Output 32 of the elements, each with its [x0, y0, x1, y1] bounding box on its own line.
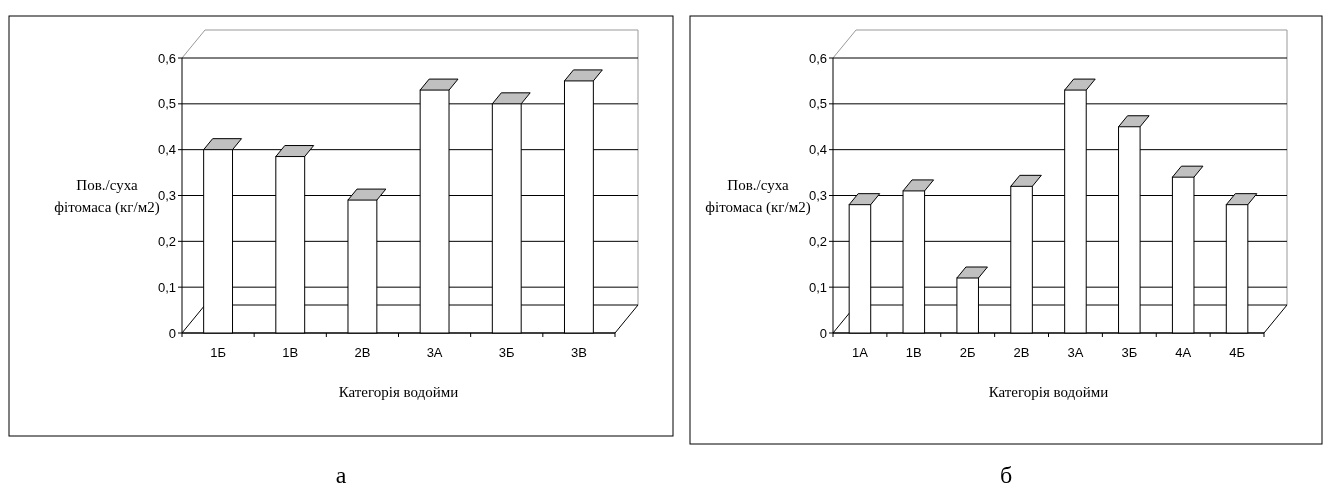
- x-tick-label: 2В: [1013, 345, 1030, 360]
- x-tick-label: 4А: [1175, 345, 1192, 360]
- x-tick-label: 2В: [354, 345, 371, 360]
- x-tick-label: 3Б: [498, 345, 515, 360]
- x-tick-label: 3В: [570, 345, 587, 360]
- x-tick-label: 2Б: [959, 345, 976, 360]
- x-axis-title: Категорія водойми: [988, 384, 1109, 400]
- y-tick-label: 0,5: [157, 96, 176, 112]
- y-tick-label: 0,6: [157, 50, 176, 66]
- y-tick-label: 0: [819, 325, 827, 341]
- x-tick-label: 1В: [282, 345, 299, 360]
- y-tick-label: 0,3: [157, 188, 176, 204]
- y-tick-label: 0,1: [157, 279, 176, 295]
- x-tick-label: 3А: [426, 345, 443, 360]
- x-tick-label: 3А: [1067, 345, 1084, 360]
- text: б: [999, 462, 1013, 488]
- y-tick-label: 0,5: [808, 96, 827, 112]
- x-tick-label: 3Б: [1121, 345, 1138, 360]
- x-tick-label: 1В: [905, 345, 922, 360]
- y-tick-label: 0,2: [808, 233, 827, 249]
- x-tick-label: 1Б: [210, 345, 226, 360]
- x-axis-title: Категорія водойми: [338, 384, 459, 400]
- y-tick-label: 0,3: [808, 188, 827, 204]
- y-tick-label: 0,4: [808, 142, 827, 158]
- y-tick-label: 0: [168, 325, 176, 341]
- x-tick-label: 1А: [851, 345, 869, 360]
- text: а: [335, 462, 347, 488]
- y-tick-label: 0,1: [808, 279, 827, 295]
- y-tick-label: 0,2: [157, 233, 176, 249]
- y-tick-label: 0,6: [808, 50, 827, 66]
- x-tick-label: 4Б: [1229, 345, 1245, 360]
- y-tick-label: 0,4: [157, 142, 176, 158]
